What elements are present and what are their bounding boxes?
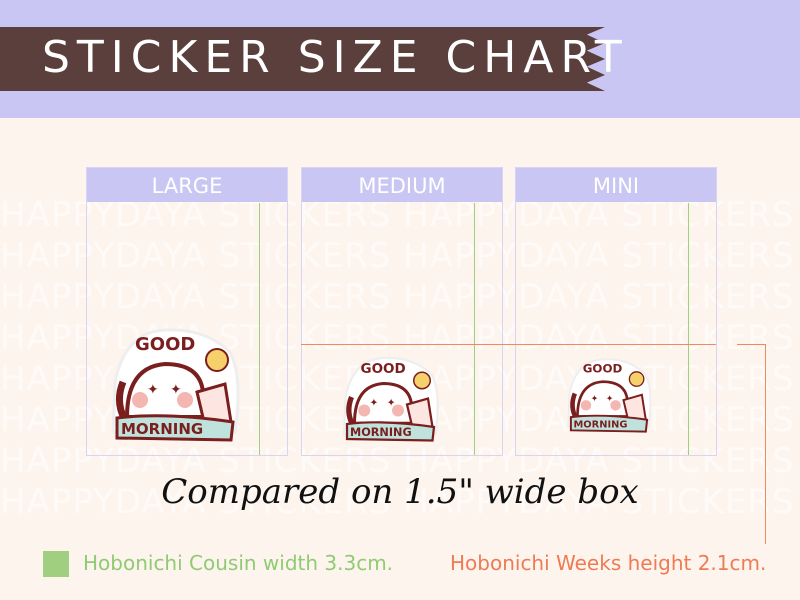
title-banner xyxy=(0,27,605,91)
watermark-line: HAPPYDAYA STICKERS HAPPYDAYA STICKERS HA… xyxy=(0,441,800,481)
sticker-mini: ✦ ✦ GOOD MORNING xyxy=(567,358,652,433)
cousin-width-line xyxy=(259,203,260,455)
cousin-width-line xyxy=(688,203,689,455)
page-title: STICKER SIZE CHART xyxy=(42,32,629,83)
sticker-bottom-text: MORNING xyxy=(574,420,628,431)
weeks-height-line xyxy=(301,344,716,345)
comparison-caption: Compared on 1.5" wide box xyxy=(161,472,639,512)
size-box-mini: MINI xyxy=(515,167,717,456)
sticker-large: ✦ ✦ GOOD MORNING xyxy=(111,328,240,442)
svg-text:✦: ✦ xyxy=(591,393,599,404)
svg-text:✦: ✦ xyxy=(370,397,379,409)
weeks-height-line-ext xyxy=(737,344,765,345)
watermark-line: HAPPYDAYA STICKERS HAPPYDAYA STICKERS HA… xyxy=(0,236,800,276)
svg-text:✦: ✦ xyxy=(387,397,396,409)
green-legend-swatch xyxy=(43,551,69,577)
box-label: LARGE xyxy=(87,168,287,202)
green-legend-text: Hobonichi Cousin width 3.3cm. xyxy=(83,551,394,575)
orange-legend-text: Hobonichi Weeks height 2.1cm. xyxy=(450,551,767,575)
watermark-line: HAPPYDAYA STICKERS HAPPYDAYA STICKERS HA… xyxy=(0,482,800,522)
size-box-large: LARGE xyxy=(86,167,288,456)
sticker-bottom-text: MORNING xyxy=(121,420,203,438)
sticker-bottom-text: MORNING xyxy=(350,426,412,439)
svg-text:✦: ✦ xyxy=(147,382,159,398)
svg-text:✦: ✦ xyxy=(170,382,182,398)
size-box-medium: MEDIUM xyxy=(301,167,503,456)
sticker-top-text: GOOD xyxy=(583,361,623,375)
box-label: MINI xyxy=(516,168,716,202)
cousin-width-line xyxy=(474,203,475,455)
sticker-top-text: GOOD xyxy=(135,334,195,355)
svg-text:✦: ✦ xyxy=(606,393,614,404)
sticker-medium: ✦ ✦ GOOD MORNING xyxy=(342,356,439,442)
sticker-top-text: GOOD xyxy=(361,361,406,377)
weeks-height-connector xyxy=(765,344,766,544)
box-label: MEDIUM xyxy=(302,168,502,202)
watermark-line: HAPPYDAYA STICKERS HAPPYDAYA STICKERS HA… xyxy=(0,277,800,317)
